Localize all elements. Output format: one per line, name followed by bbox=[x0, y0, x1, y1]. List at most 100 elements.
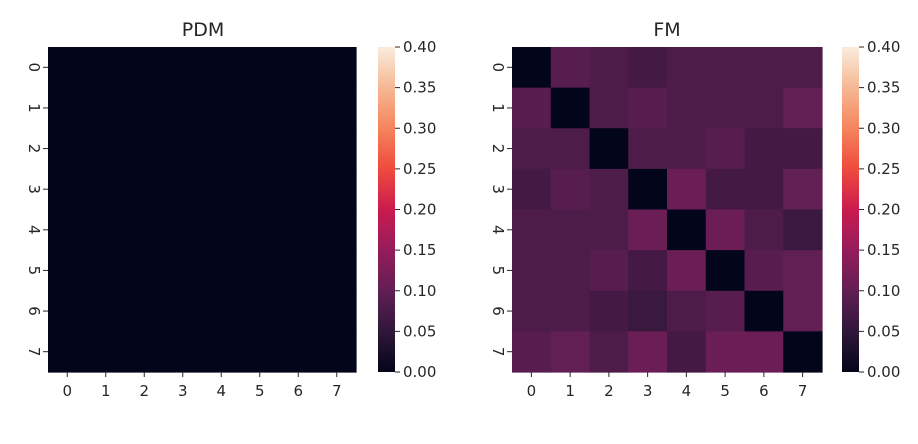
heatmap-cell bbox=[202, 290, 242, 332]
heatmap-cell bbox=[279, 168, 319, 211]
heatmap-cell bbox=[512, 87, 552, 129]
heatmap-cell bbox=[589, 250, 629, 292]
y-tick-label: 7 bbox=[489, 347, 507, 357]
heatmap-cell bbox=[48, 209, 88, 251]
heatmap-cell bbox=[705, 47, 746, 89]
colorbar-tick-label: 0.40 bbox=[867, 38, 900, 56]
heatmap-cell bbox=[667, 168, 707, 211]
heatmap-cell bbox=[589, 331, 629, 373]
colorbar-tick-label: 0.25 bbox=[867, 160, 900, 178]
colorbar-tick-label: 0.05 bbox=[867, 322, 900, 340]
y-tick-label: 5 bbox=[25, 266, 43, 276]
colorbar-tick-label: 0.30 bbox=[867, 119, 900, 137]
heatmap-cell bbox=[628, 87, 668, 129]
heatmap-cell bbox=[163, 128, 203, 170]
heatmap-cell bbox=[240, 250, 280, 292]
x-tick-label: 0 bbox=[62, 382, 72, 400]
heatmap-cell bbox=[705, 250, 746, 292]
y-tick-label: 2 bbox=[25, 144, 43, 154]
y-tick-label: 5 bbox=[489, 266, 507, 276]
heatmap-cell bbox=[667, 290, 707, 332]
colorbar-tick-label: 0.05 bbox=[403, 322, 436, 340]
heatmap-cell bbox=[512, 128, 552, 170]
y-tick-label: 2 bbox=[489, 144, 507, 154]
colorbar-tick-label: 0.10 bbox=[867, 282, 900, 300]
colorbar: 0.00 0.05 0.10 0.15 0.20 0.25 0.30 0.35 0.40 bbox=[378, 38, 436, 381]
y-tick-label: 4 bbox=[489, 225, 507, 235]
chart-title: FM bbox=[653, 19, 680, 41]
heatmap-cell bbox=[240, 290, 280, 332]
heatmap-cell bbox=[48, 47, 88, 89]
y-tick-label: 0 bbox=[25, 63, 43, 73]
heatmap-cell bbox=[628, 331, 668, 373]
heatmap-cell bbox=[317, 290, 357, 332]
heatmap-cell bbox=[783, 128, 823, 170]
heatmap-cell bbox=[163, 290, 203, 332]
heatmap-cell bbox=[202, 87, 242, 129]
y-tick-label: 3 bbox=[25, 184, 43, 194]
heatmap-cell bbox=[125, 209, 165, 251]
heatmap-cell bbox=[202, 209, 242, 251]
colorbar-tick-label: 0.35 bbox=[403, 79, 436, 97]
x-tick-label: 0 bbox=[527, 382, 537, 400]
heatmap-cell bbox=[744, 168, 784, 211]
colorbar-tick-label: 0.00 bbox=[403, 363, 436, 381]
heatmap-cell bbox=[48, 331, 88, 373]
heatmap-cell bbox=[125, 331, 165, 373]
colorbar-gradient bbox=[378, 47, 395, 372]
y-tick-label: 0 bbox=[489, 63, 507, 73]
heatmap-cell bbox=[279, 209, 319, 251]
heatmap-cell bbox=[628, 209, 668, 251]
y-tick-label: 1 bbox=[489, 103, 507, 113]
heatmap-cell bbox=[279, 87, 319, 129]
x-axis: 0 1 2 3 4 5 6 7 bbox=[62, 372, 342, 400]
heatmap-cell bbox=[163, 250, 203, 292]
heatmap-cell bbox=[550, 209, 591, 251]
heatmap-cell bbox=[589, 290, 629, 332]
heatmap-cell bbox=[163, 209, 203, 251]
heatmap-cell bbox=[550, 290, 591, 332]
y-tick-label: 6 bbox=[25, 306, 43, 316]
heatmap-cell bbox=[125, 250, 165, 292]
y-tick-label: 1 bbox=[25, 103, 43, 113]
x-tick-label: 1 bbox=[565, 382, 575, 400]
heatmap-cell bbox=[279, 290, 319, 332]
heatmap-cell bbox=[589, 47, 629, 89]
heatmap-cell bbox=[279, 128, 319, 170]
heatmap-cell bbox=[240, 168, 280, 211]
heatmap-cell bbox=[317, 250, 357, 292]
x-tick-label: 4 bbox=[682, 382, 692, 400]
heatmap-cells bbox=[48, 47, 357, 373]
heatmap-cell bbox=[628, 290, 668, 332]
heatmap-cell bbox=[125, 47, 165, 89]
x-tick-label: 2 bbox=[604, 382, 614, 400]
heatmap-cell bbox=[240, 128, 280, 170]
heatmap-cell bbox=[550, 47, 591, 89]
colorbar-tick-label: 0.00 bbox=[867, 363, 900, 381]
heatmap-cell bbox=[86, 87, 126, 129]
heatmap-cell bbox=[589, 128, 629, 170]
heatmap-cell bbox=[550, 128, 591, 170]
x-tick-label: 4 bbox=[216, 382, 226, 400]
heatmap-cell bbox=[667, 87, 707, 129]
heatmap-cell bbox=[279, 331, 319, 373]
heatmap-cell bbox=[279, 250, 319, 292]
heatmap-cell bbox=[317, 209, 357, 251]
heatmap-cell bbox=[628, 128, 668, 170]
colorbar-tick-label: 0.25 bbox=[403, 160, 436, 178]
colorbar: 0.00 0.05 0.10 0.15 0.20 0.25 0.30 0.35 0.40 bbox=[842, 38, 900, 381]
heatmap-cell bbox=[628, 47, 668, 89]
heatmap-cell bbox=[783, 290, 823, 332]
y-tick-label: 3 bbox=[489, 184, 507, 194]
heatmap-cell bbox=[163, 87, 203, 129]
heatmap-cell bbox=[202, 250, 242, 292]
heatmap-cell bbox=[550, 168, 591, 211]
heatmap-cell bbox=[125, 87, 165, 129]
heatmap-cell bbox=[86, 209, 126, 251]
heatmap-cell bbox=[589, 87, 629, 129]
heatmap-cell bbox=[240, 331, 280, 373]
colorbar-tick-label: 0.10 bbox=[403, 282, 436, 300]
colorbar-ticks: 0.00 0.05 0.10 0.15 0.20 0.25 0.30 0.35 0.40 bbox=[859, 38, 900, 381]
heatmap-cell bbox=[202, 47, 242, 89]
heatmap-cell bbox=[628, 250, 668, 292]
